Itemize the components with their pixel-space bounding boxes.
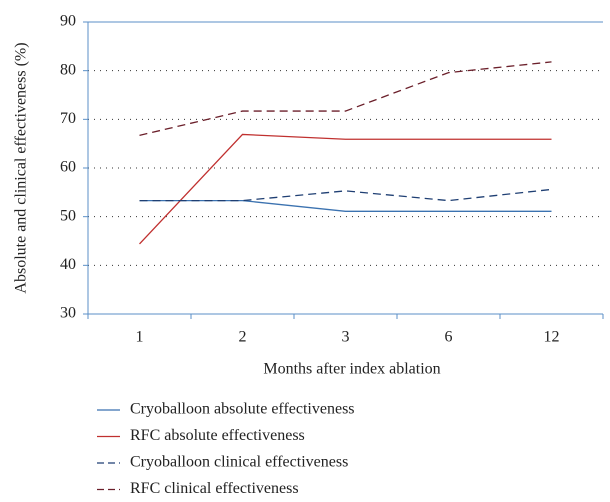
legend-label: Cryoballoon absolute effectiveness: [130, 401, 355, 418]
y-tick-label: 80: [60, 61, 76, 78]
legend-label: Cryoballoon clinical effectiveness: [130, 454, 348, 471]
y-tick-label: 70: [60, 110, 76, 127]
y-tick-label: 50: [60, 207, 76, 224]
x-tick-label: 1: [136, 329, 144, 346]
y-tick-label: 60: [60, 159, 76, 176]
series-line: [139, 188, 552, 202]
y-tick-label: 40: [60, 256, 76, 273]
y-tick-label: 30: [60, 305, 76, 322]
x-tick-label: 6: [445, 329, 453, 346]
x-tick-label: 3: [342, 329, 350, 346]
series-line: [139, 199, 552, 212]
x-tick-label: 12: [544, 329, 560, 346]
legend-label: RFC clinical effectiveness: [130, 480, 299, 497]
y-axis-label: Absolute and clinical effectiveness (%): [13, 42, 30, 293]
series-line: [139, 133, 552, 245]
x-axis-label: Months after index ablation: [263, 361, 440, 378]
x-tick-label: 2: [239, 329, 247, 346]
legend-label: RFC absolute effectiveness: [130, 427, 305, 444]
series-line: [139, 61, 552, 137]
y-tick-label: 90: [60, 13, 76, 30]
